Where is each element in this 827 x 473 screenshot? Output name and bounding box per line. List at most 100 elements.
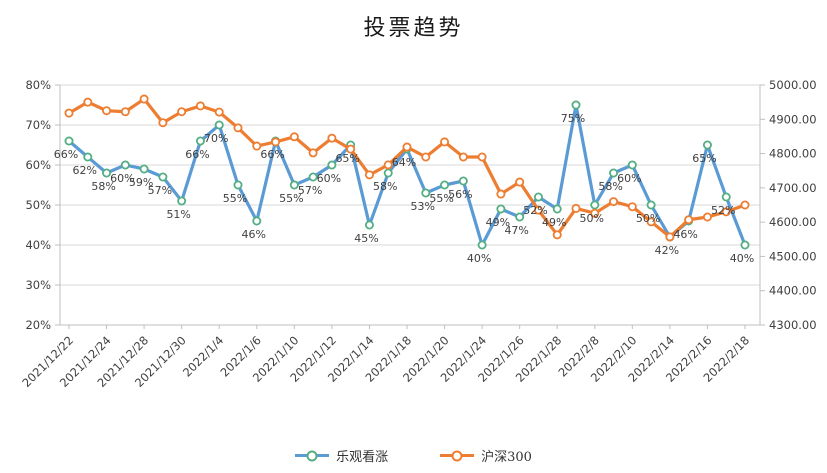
data-point-marker — [646, 217, 656, 227]
data-point-label: 60% — [317, 172, 341, 185]
data-point-marker — [440, 137, 450, 147]
data-point-marker — [308, 172, 318, 182]
y-axis-right-tick-label: 4300.00 — [769, 318, 817, 332]
data-point-marker — [83, 152, 93, 162]
data-point-marker — [364, 220, 374, 230]
data-point-label: 42% — [655, 244, 679, 257]
data-point-marker — [120, 107, 130, 117]
y-axis-right-tick-label: 4400.00 — [769, 284, 817, 298]
data-point-label: 52% — [711, 204, 735, 217]
data-point-label: 53% — [411, 200, 435, 213]
data-point-marker — [158, 172, 168, 182]
data-point-label: 55% — [279, 192, 303, 205]
data-point-marker — [458, 176, 468, 186]
y-axis-right-tick-label: 4500.00 — [769, 249, 817, 263]
data-point-marker — [308, 148, 318, 158]
data-point-marker — [214, 107, 224, 117]
data-point-marker — [496, 204, 506, 214]
data-point-marker — [533, 205, 543, 215]
y-axis-left-tick-label: 20% — [25, 318, 51, 332]
data-point-marker — [721, 192, 731, 202]
legend-line-marker-icon — [440, 450, 475, 461]
y-axis-left-tick-label: 60% — [25, 158, 51, 172]
data-point-label: 50% — [580, 212, 604, 225]
data-point-label: 51% — [166, 208, 190, 221]
data-point-marker — [177, 107, 187, 117]
data-point-label: 59% — [129, 176, 153, 189]
data-point-marker — [252, 216, 262, 226]
y-axis-right-tick-label: 4700.00 — [769, 181, 817, 195]
y-axis-right-tick-label: 4900.00 — [769, 112, 817, 126]
data-point-label: 70% — [204, 132, 228, 145]
chart-title: 投票趋势 — [363, 16, 464, 41]
data-point-marker — [158, 118, 168, 128]
legend-item-csi300: 沪深300 — [440, 446, 532, 465]
data-point-label: 66% — [260, 148, 284, 161]
data-point-label: 49% — [542, 216, 566, 229]
y-axis-left-tick-label: 40% — [25, 238, 51, 252]
data-point-label: 60% — [617, 172, 641, 185]
data-point-marker — [740, 200, 750, 210]
data-point-label: 64% — [392, 156, 416, 169]
data-point-label: 58% — [373, 180, 397, 193]
data-point-marker — [571, 100, 581, 110]
data-point-marker — [609, 168, 619, 178]
data-point-marker — [740, 240, 750, 250]
y-axis-right-tick-label: 4800.00 — [769, 147, 817, 161]
data-point-label: 52% — [523, 204, 547, 217]
data-point-marker — [233, 180, 243, 190]
data-point-marker — [477, 240, 487, 250]
data-point-marker — [289, 180, 299, 190]
data-point-label: 65% — [692, 152, 716, 165]
data-point-marker — [195, 101, 205, 111]
data-point-marker — [139, 164, 149, 174]
data-point-marker — [233, 123, 243, 133]
data-point-marker — [609, 197, 619, 207]
data-point-marker — [590, 208, 600, 218]
data-point-label: 57% — [298, 184, 322, 197]
data-point-marker — [64, 108, 74, 118]
data-point-label: 62% — [73, 164, 97, 177]
data-point-marker — [289, 132, 299, 142]
data-point-label: 47% — [504, 224, 528, 237]
data-point-label: 58% — [598, 180, 622, 193]
data-point-marker — [102, 106, 112, 116]
data-point-label: 46% — [673, 228, 697, 241]
data-point-marker — [102, 168, 112, 178]
legend-item-optimistic: 乐观看涨 — [295, 446, 388, 465]
data-point-marker — [627, 202, 637, 212]
y-axis-right-tick-label: 5000.00 — [769, 78, 817, 92]
data-point-label: 65% — [335, 152, 359, 165]
data-point-label: 75% — [561, 112, 585, 125]
data-point-label: 55% — [223, 192, 247, 205]
data-point-marker — [346, 144, 356, 154]
data-point-marker — [458, 152, 468, 162]
data-point-label: 40% — [467, 252, 491, 265]
data-point-marker — [571, 203, 581, 213]
y-axis-right-tick-label: 4600.00 — [769, 215, 817, 229]
data-point-label: 46% — [242, 228, 266, 241]
data-point-label: 45% — [354, 232, 378, 245]
data-point-marker — [702, 212, 712, 222]
data-point-marker — [383, 168, 393, 178]
data-point-marker — [139, 94, 149, 104]
data-point-marker — [665, 232, 675, 242]
data-point-marker — [214, 120, 224, 130]
data-point-marker — [327, 133, 337, 143]
data-point-marker — [83, 97, 93, 107]
data-point-marker — [421, 152, 431, 162]
data-point-marker — [421, 188, 431, 198]
data-point-label: 57% — [148, 184, 172, 197]
data-point-label: 49% — [486, 216, 510, 229]
data-point-marker — [271, 137, 281, 147]
data-point-label: 56% — [448, 188, 472, 201]
data-point-marker — [552, 230, 562, 240]
data-point-label: 60% — [110, 172, 134, 185]
legend-line-marker-icon — [295, 450, 330, 461]
data-point-marker — [440, 180, 450, 190]
y-axis-left-tick-label: 50% — [25, 198, 51, 212]
data-point-label: 66% — [54, 148, 78, 161]
data-point-label: 58% — [91, 180, 115, 193]
data-point-marker — [702, 140, 712, 150]
